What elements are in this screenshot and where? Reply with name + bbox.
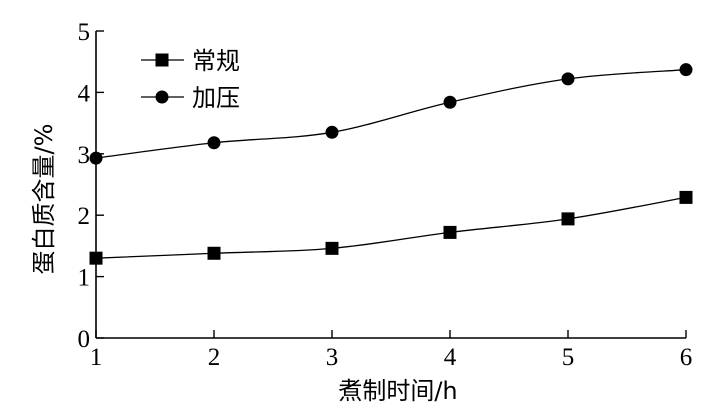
circle-marker <box>89 151 103 165</box>
x-tick-label: 1 <box>90 344 103 371</box>
circle-marker <box>325 125 339 139</box>
square-marker <box>443 225 457 239</box>
square-marker <box>561 212 575 226</box>
legend-label: 常规 <box>192 47 240 75</box>
y-tick-label: 1 <box>78 265 91 292</box>
series-line <box>95 196 687 259</box>
x-axis-title: 煮制时间/h <box>338 377 457 405</box>
square-marker <box>325 241 339 255</box>
y-tick-label: 5 <box>78 19 91 46</box>
square-marker <box>679 190 693 204</box>
circle-marker <box>561 72 575 86</box>
axes <box>95 31 686 339</box>
legend-marker <box>155 53 169 67</box>
legend-entry: 常规 <box>141 47 240 75</box>
circle-marker <box>207 136 221 150</box>
x-tick-label: 3 <box>326 344 339 371</box>
square-marker <box>89 251 103 265</box>
series-layer <box>89 63 693 265</box>
y-tick-label: 2 <box>78 203 91 230</box>
y-axis-title: 蛋白质含量/% <box>30 124 58 275</box>
x-tick-label: 4 <box>444 344 457 371</box>
x-tick-label: 5 <box>562 344 575 371</box>
y-tick-label: 0 <box>78 326 91 353</box>
circle-marker <box>443 95 457 109</box>
series-line <box>95 69 687 159</box>
legend-label: 加压 <box>192 84 240 112</box>
series-2 <box>89 63 693 165</box>
series-1 <box>89 190 693 265</box>
x-tick-label: 6 <box>680 344 693 371</box>
square-marker <box>207 246 221 260</box>
y-tick-label: 4 <box>78 80 91 107</box>
x-tick-label: 2 <box>208 344 221 371</box>
legend-entry: 加压 <box>141 84 240 112</box>
circle-marker <box>679 63 693 77</box>
legend-marker <box>155 90 169 104</box>
y-tick-label: 3 <box>78 142 91 169</box>
